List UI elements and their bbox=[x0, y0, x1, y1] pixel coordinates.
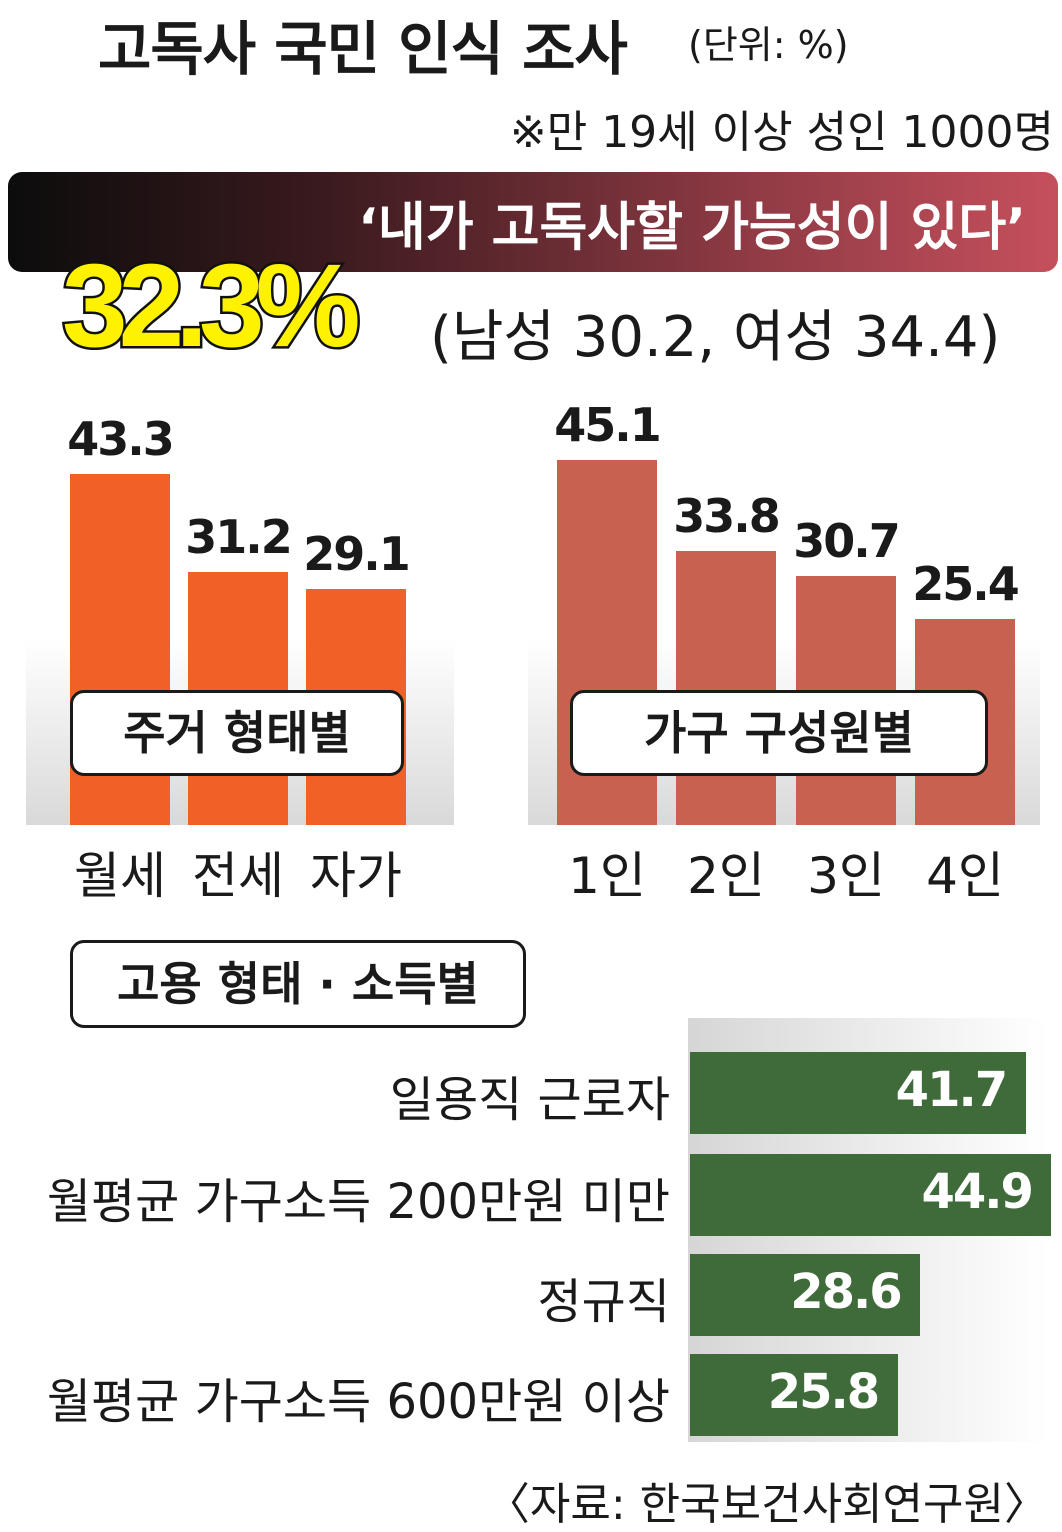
employment-value-label: 41.7 bbox=[895, 1062, 1008, 1118]
source-note: 〈자료: 한국보건사회연구원〉 bbox=[485, 1479, 1048, 1530]
page-title: 고독사 국민 인식 조사 bbox=[98, 15, 628, 83]
employment-bar bbox=[690, 1154, 1052, 1236]
employment-bar bbox=[690, 1254, 921, 1336]
housing-category-label: 전세 bbox=[192, 847, 284, 905]
household-value-label: 33.8 bbox=[673, 489, 781, 544]
housing-value-label: 43.3 bbox=[67, 412, 175, 467]
employment-bar bbox=[690, 1052, 1026, 1134]
employment-value-label: 44.9 bbox=[921, 1164, 1033, 1220]
household-value-label: 45.1 bbox=[554, 397, 662, 452]
sample-note: ※만 19세 이상 성인 1000명 bbox=[509, 107, 1054, 158]
household-category-label: 4인 bbox=[926, 847, 1004, 905]
employment-category-label: 월평균 가구소득 600만원 이상 bbox=[46, 1374, 670, 1430]
household-category-label: 3인 bbox=[807, 847, 885, 905]
household-category-label: 1인 bbox=[568, 847, 646, 905]
household-category-label: 2인 bbox=[687, 847, 765, 905]
household-bar bbox=[676, 551, 776, 825]
housing-chart-title: 주거 형태별 bbox=[70, 690, 404, 776]
question-text: ‘내가 고독사할 가능성이 있다’ bbox=[358, 198, 1026, 258]
housing-category-label: 월세 bbox=[74, 847, 166, 905]
employment-bar bbox=[690, 1354, 898, 1436]
employment-value-label: 25.8 bbox=[767, 1364, 880, 1420]
employment-category-label: 일용직 근로자 bbox=[389, 1072, 670, 1128]
unit-label: (단위: %) bbox=[688, 23, 849, 67]
employment-category-label: 정규직 bbox=[537, 1274, 670, 1330]
employment-value-label: 28.6 bbox=[790, 1264, 902, 1320]
question-banner bbox=[8, 172, 1058, 272]
gender-breakdown: (남성 30.2, 여성 34.4) bbox=[430, 305, 1001, 370]
household-value-label: 30.7 bbox=[793, 514, 901, 569]
headline-value: 32.3% bbox=[60, 238, 364, 375]
housing-value-label: 29.1 bbox=[303, 527, 411, 582]
household-value-label: 25.4 bbox=[912, 557, 1020, 612]
housing-value-label: 31.2 bbox=[185, 510, 293, 565]
household-chart-title: 가구 구성원별 bbox=[570, 690, 988, 776]
employment-chart-title: 고용 형태 · 소득별 bbox=[70, 940, 526, 1028]
employment-category-label: 월평균 가구소득 200만원 미만 bbox=[46, 1174, 670, 1230]
housing-category-label: 자가 bbox=[310, 847, 402, 905]
